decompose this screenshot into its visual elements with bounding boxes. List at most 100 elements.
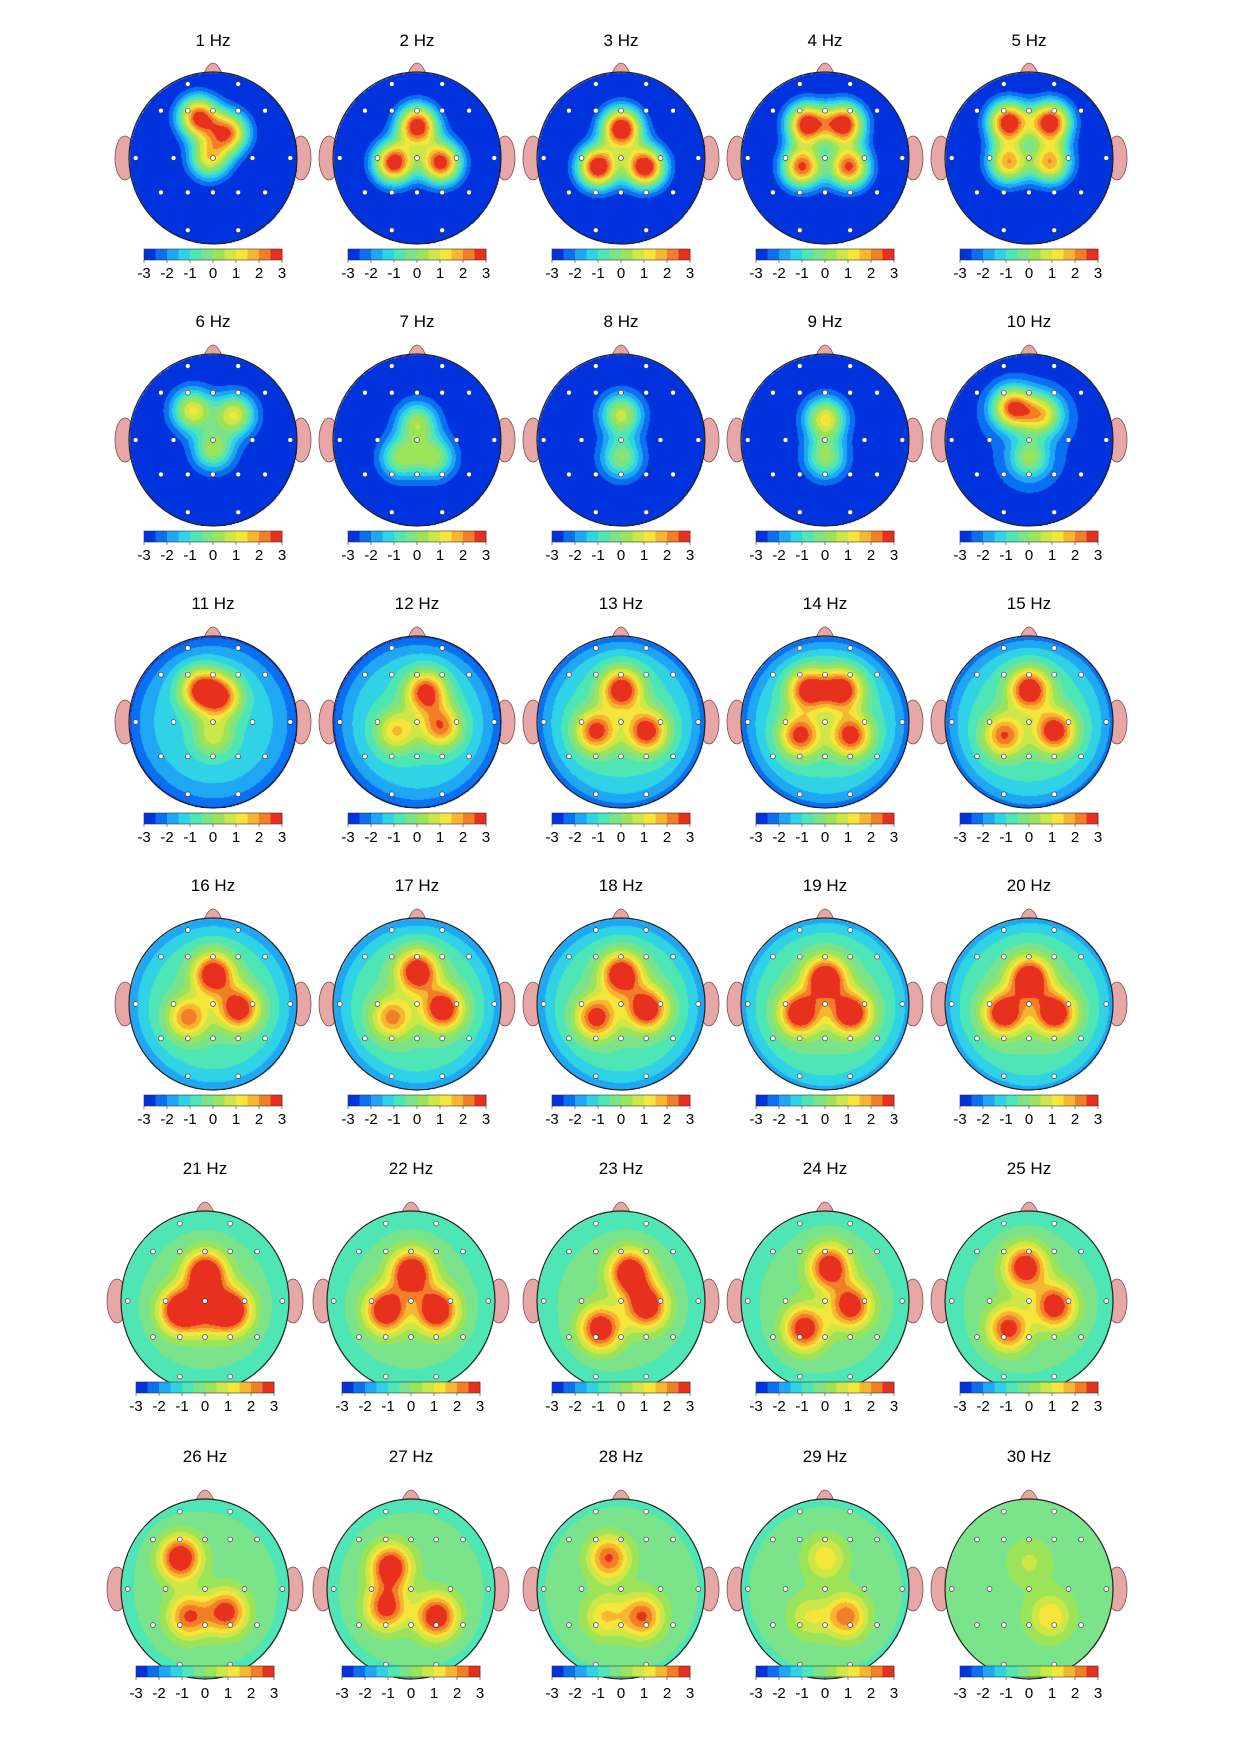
electrode-marker [262, 753, 268, 760]
colorbar-segment [552, 249, 564, 260]
electrode-marker [578, 1001, 585, 1007]
electrode-marker [362, 189, 368, 196]
colorbar-segment [552, 1095, 564, 1106]
colorbar-tick-label: 0 [413, 829, 421, 846]
electrode-marker [202, 1586, 208, 1592]
colorbar-segment [586, 813, 599, 824]
colorbar-segment [667, 1382, 679, 1393]
electrode-marker [847, 1622, 853, 1628]
colorbar-segment [457, 1382, 469, 1393]
electrode-marker [986, 1001, 993, 1007]
colorbar-tick-label: 0 [1025, 1685, 1033, 1702]
colorbar-tick-label: 3 [890, 265, 898, 282]
colorbar-tick-label: 1 [1048, 1398, 1056, 1415]
electrode-marker [643, 227, 649, 233]
electrode-marker [185, 791, 191, 797]
electrode-marker [1051, 1508, 1057, 1515]
electrode-marker [124, 1586, 131, 1592]
electrode-marker [414, 437, 420, 443]
electrode-marker [485, 1586, 492, 1592]
electrode-marker [185, 953, 191, 960]
electrode-marker [235, 389, 241, 396]
colorbar-segment [632, 1095, 645, 1106]
electrode-marker [593, 953, 599, 960]
colorbar-segment [1040, 1382, 1053, 1393]
electrode-marker [593, 1622, 599, 1628]
colorbar-segment [342, 1666, 354, 1677]
colorbar-tick-label: -1 [999, 829, 1012, 846]
electrode-marker [797, 471, 803, 478]
colorbar-segment [813, 531, 826, 542]
electrode-marker [185, 509, 191, 515]
colorbar-segment [586, 531, 599, 542]
colorbar-segment [882, 813, 895, 824]
electrode-marker [439, 81, 445, 87]
electrode-marker [262, 671, 268, 678]
electrode-marker [336, 437, 343, 443]
electrode-marker [1001, 1334, 1007, 1340]
colorbar-tick-label: -2 [772, 829, 785, 846]
electrode-marker [210, 389, 216, 396]
colorbar-segment [871, 813, 883, 824]
colorbar-tick-label: -3 [953, 265, 966, 282]
colorbar-segment [882, 1666, 895, 1677]
colorbar-segment [575, 1382, 587, 1393]
colorbar-segment [428, 1095, 441, 1106]
electrode-marker [185, 189, 191, 196]
electrode-marker [861, 437, 868, 443]
colorbar-tick-label: 2 [663, 1685, 671, 1702]
colorbar-segment [1052, 531, 1064, 542]
colorbar-tick-label: 2 [255, 265, 263, 282]
colorbar-segment [213, 531, 225, 542]
colorbar-tick-label: -1 [183, 265, 196, 282]
electrode-marker [770, 1248, 776, 1255]
electrode-marker [1051, 791, 1057, 797]
colorbar-tick-label: 0 [821, 1398, 829, 1415]
colorbar-tick-label: 0 [821, 1685, 829, 1702]
electrode-marker [874, 1035, 880, 1042]
electrode-marker [657, 155, 664, 161]
electrode-marker [408, 1334, 414, 1340]
electrode-marker [1103, 155, 1110, 161]
topomap-panel: 14 Hz -3 -2 -1 0 1 2 3 [726, 594, 924, 846]
electrode-marker [670, 1536, 676, 1543]
colorbar-segment [563, 531, 576, 542]
electrode-marker [491, 1001, 498, 1007]
colorbar-tick-label: 0 [617, 1398, 625, 1415]
colorbar-segment [552, 1666, 564, 1677]
colorbar-tick-label: 1 [232, 1111, 240, 1128]
electrode-marker [389, 1035, 395, 1042]
electrode-marker [948, 1298, 955, 1304]
colorbar-segment [960, 1095, 972, 1106]
electrode-marker [657, 1298, 664, 1304]
electrode-marker [797, 1035, 803, 1042]
electrode-marker [899, 437, 906, 443]
colorbar-tick-label: -2 [160, 1111, 173, 1128]
electrode-marker [618, 1035, 624, 1042]
electrode-marker [874, 1334, 880, 1340]
colorbar-segment [609, 813, 622, 824]
colorbar-tick-label: 3 [686, 1111, 694, 1128]
electrode-marker [797, 389, 803, 396]
electrode-marker [210, 953, 216, 960]
colorbar-tick-label: 2 [1071, 1111, 1079, 1128]
colorbar-tick-label: 3 [1094, 1111, 1102, 1128]
electrode-marker [670, 471, 676, 478]
colorbar-segment [1075, 1095, 1087, 1106]
colorbar-segment [960, 1382, 972, 1393]
topomap-panel: 10 Hz -3 -2 -1 0 1 2 3 [930, 312, 1128, 564]
topography-panels: 1 Hz-3 -2 -1 0 1 2 32 Hz-3 -2 -1 0 1 2 33 Hz-3 -2 -1 0 1… [106, 31, 1128, 1702]
electrode-marker [657, 437, 664, 443]
electrode-marker [254, 1248, 260, 1255]
electrode-marker [235, 791, 241, 797]
electrode-marker [540, 1298, 547, 1304]
colorbar-segment [678, 1095, 691, 1106]
colorbar-segment [182, 1666, 194, 1677]
colorbar-tick-label: 3 [890, 829, 898, 846]
electrode-marker [822, 1622, 828, 1628]
electrode-marker [643, 671, 649, 678]
electrode-marker [782, 1298, 789, 1304]
electrode-marker [540, 719, 547, 725]
colorbar-segment [224, 249, 237, 260]
colorbar-tick-label: -2 [568, 1398, 581, 1415]
